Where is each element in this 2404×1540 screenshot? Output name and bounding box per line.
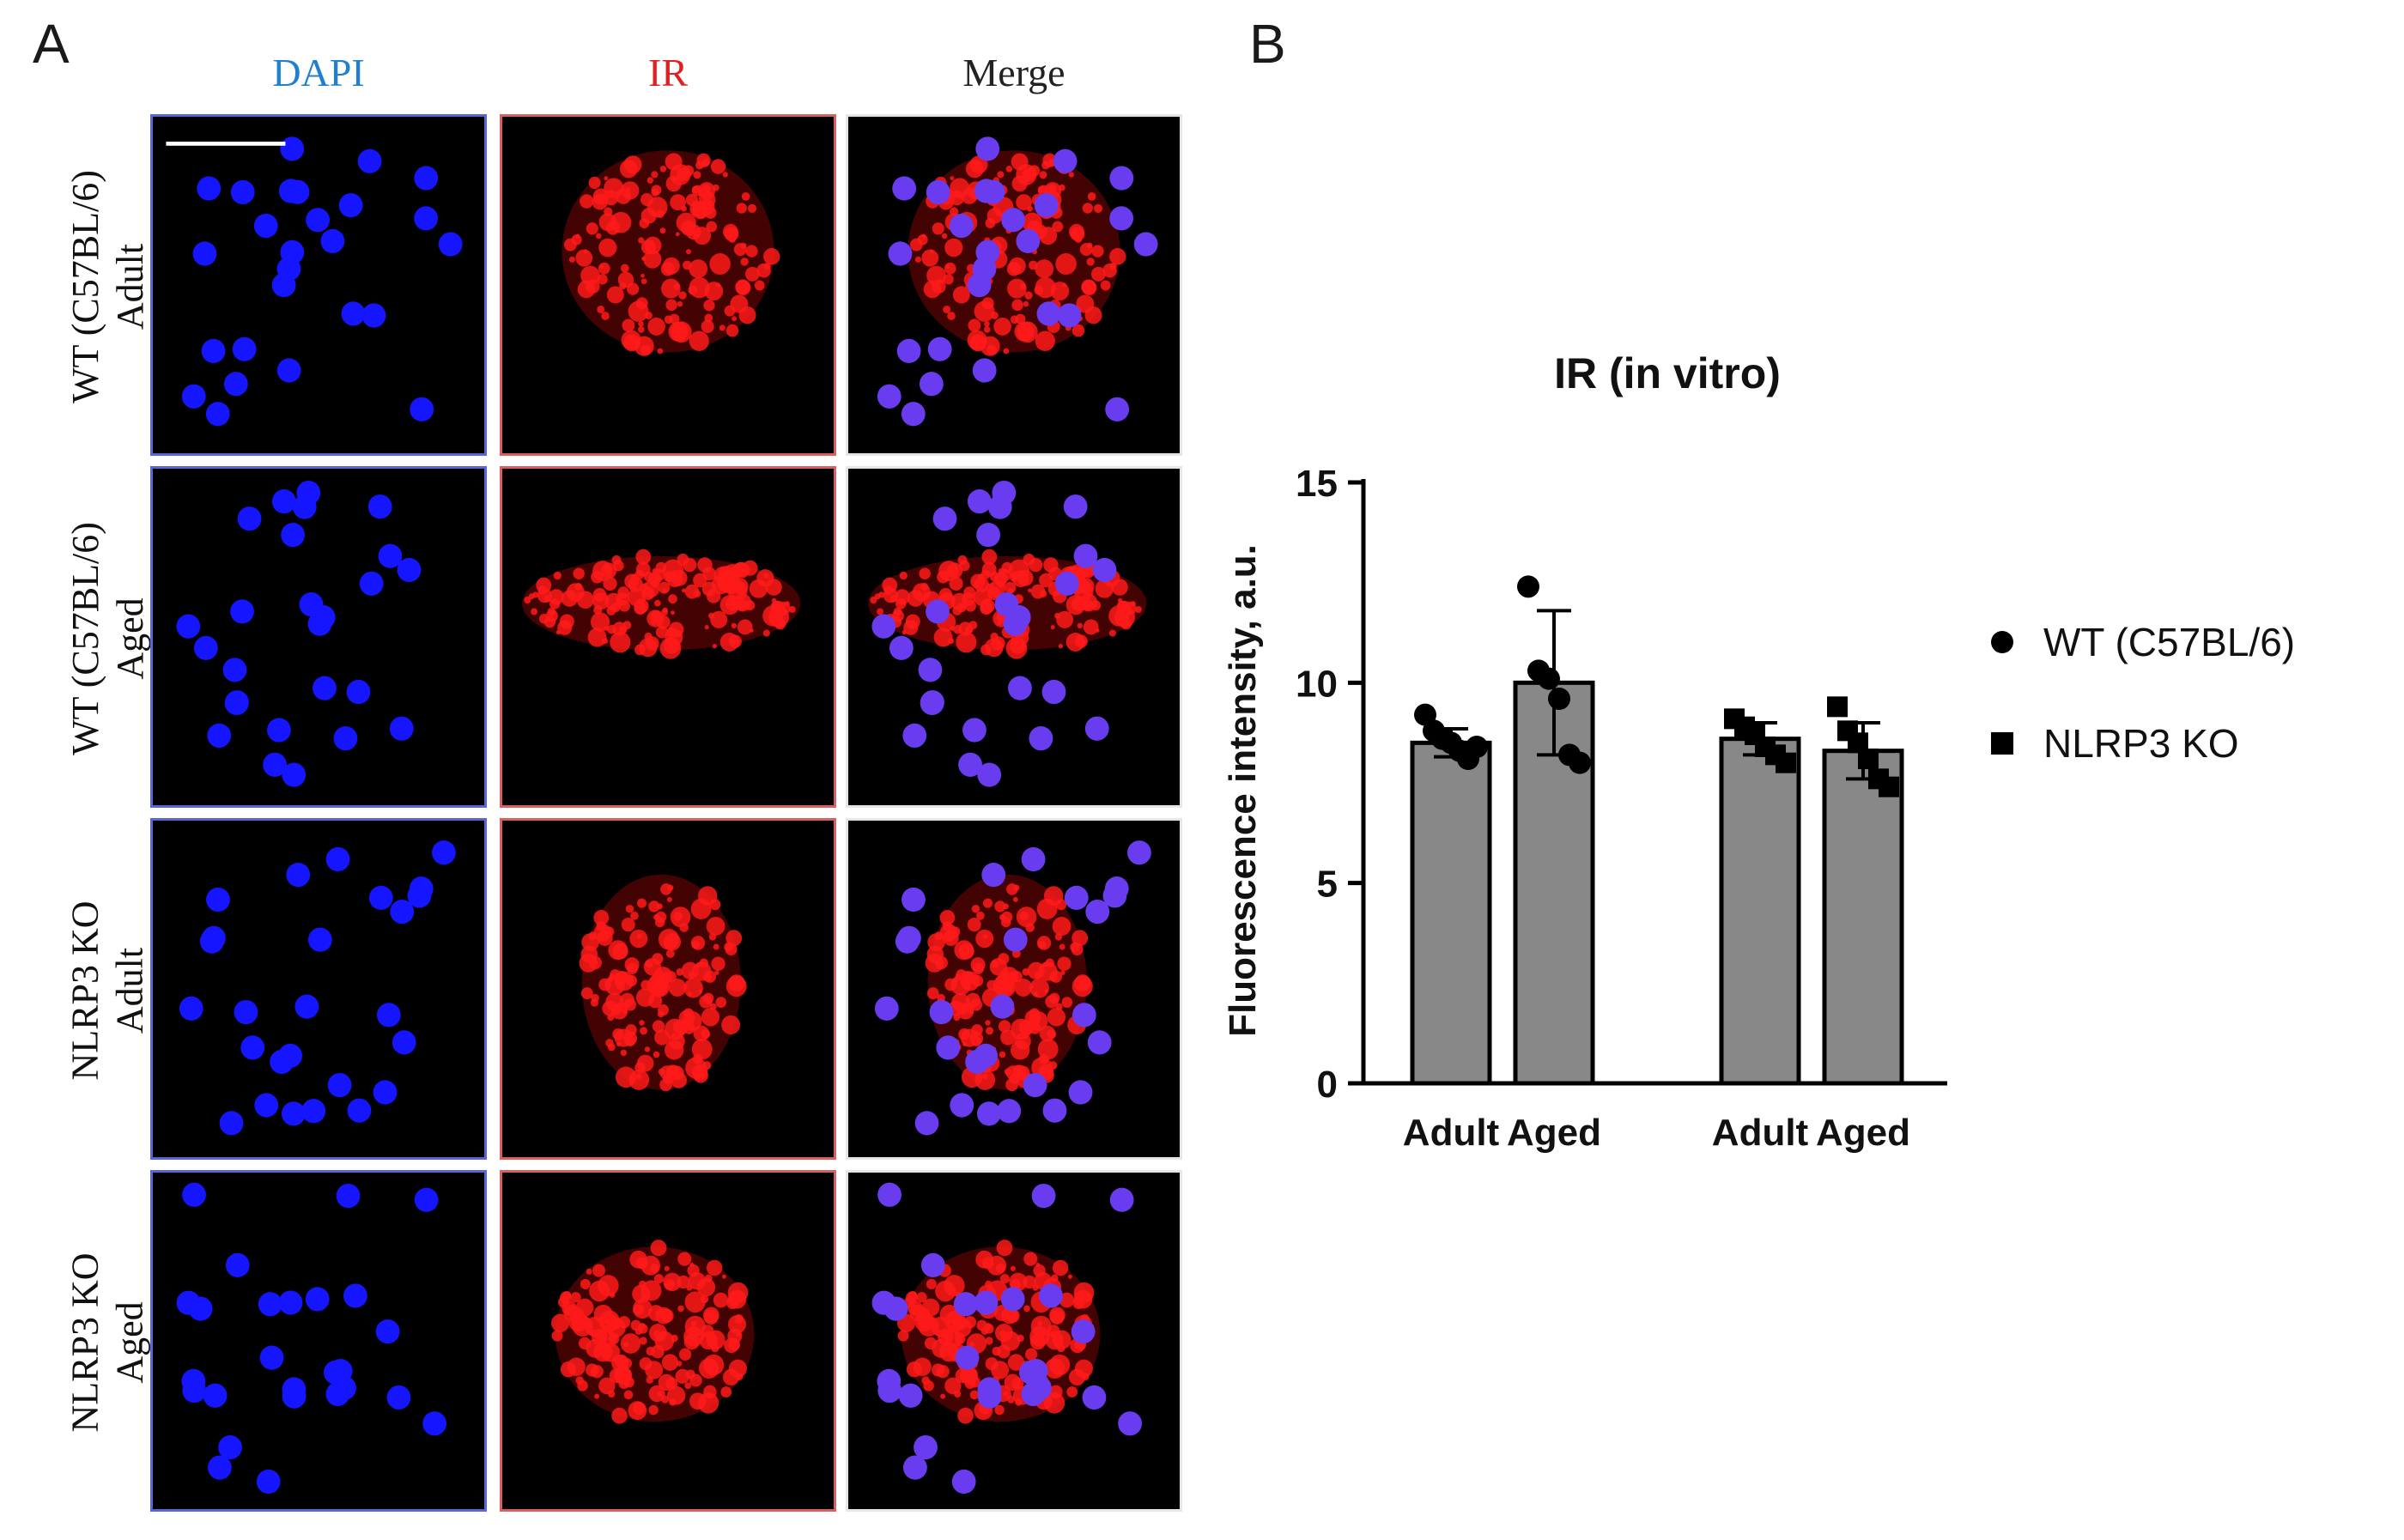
micrograph-ir-row2 [500, 466, 836, 808]
error-bar [1846, 721, 1880, 781]
data-point [1517, 575, 1539, 598]
chart-title: IR (in vitro) [1554, 349, 1781, 397]
micrograph-merge-row2 [846, 466, 1182, 808]
data-point [1776, 752, 1796, 773]
bar [1719, 737, 1801, 1086]
micrograph-merge-row1 [846, 114, 1182, 456]
x-tick-label: Adult [1712, 1112, 1809, 1154]
legend-marker [1991, 631, 2013, 653]
row-label-line1: WT (C57BL/6) [64, 170, 106, 403]
row-label-line1: NLRP3 KO [64, 1252, 106, 1433]
row-label-line2: Aged [109, 1301, 151, 1384]
chart-bars [1410, 680, 1904, 1086]
data-point [1879, 776, 1899, 797]
micrograph-dapi-row3 [150, 818, 487, 1160]
chart-error-bars [1434, 609, 1880, 781]
legend-entry: NLRP3 KO [1991, 721, 2239, 766]
row-label-line1: NLRP3 KO [64, 900, 106, 1081]
row-label-line2: Adult [109, 947, 151, 1034]
data-point [1858, 749, 1879, 769]
y-tick-label: 10 [1296, 663, 1338, 705]
legend-label: NLRP3 KO [2043, 721, 2239, 766]
data-point [1466, 736, 1488, 758]
row-label-line2: Aged [109, 597, 151, 680]
chart-legend: WT (C57BL/6) NLRP3 KO [1991, 620, 2295, 766]
bar-chart: IR (in vitro) Fluorescence intensity, a.… [1222, 349, 2295, 1154]
data-point [1827, 696, 1848, 718]
x-tick-label: Aged [1816, 1112, 1910, 1154]
micrograph-ir-row1 [500, 114, 836, 456]
x-tick-label: Adult [1403, 1112, 1500, 1154]
column-header-ir: IR [648, 51, 688, 94]
micrograph-dapi-row2 [150, 466, 487, 808]
error-bar [1434, 727, 1468, 759]
y-tick-label: 5 [1317, 864, 1338, 906]
bar [1410, 740, 1492, 1086]
y-tick-label: 15 [1296, 463, 1338, 505]
y-axis-label: Fluorescence intensity, a.u. [1222, 544, 1264, 1037]
data-point [1538, 667, 1560, 690]
error-bar [1743, 721, 1777, 757]
error-bar [1537, 609, 1571, 757]
row-label-line1: WT (C57BL/6) [64, 522, 106, 755]
legend-marker [1991, 732, 2013, 755]
row-label-line2: Adult [109, 243, 151, 330]
panel-a-letter: A [33, 13, 70, 75]
micrograph-dapi-row4 [150, 1170, 487, 1512]
column-header-merge: Merge [962, 51, 1065, 94]
x-tick-labels: Adult Aged Adult Aged [1403, 1112, 1910, 1154]
micrograph-merge-row3 [846, 818, 1182, 1160]
panel-b-letter: B [1249, 13, 1286, 75]
bar [1822, 749, 1904, 1086]
data-point [1548, 688, 1570, 710]
legend-label: WT (C57BL/6) [2043, 620, 2295, 664]
y-tick-label: 0 [1317, 1064, 1338, 1106]
data-point [1569, 751, 1591, 774]
x-tick-label: Aged [1507, 1112, 1601, 1154]
column-header-dapi: DAPI [272, 51, 365, 94]
legend-entry: WT (C57BL/6) [1991, 620, 2295, 664]
micrograph-dapi-row1 [150, 114, 487, 456]
micrograph-ir-row4 [500, 1170, 836, 1512]
micrograph-ir-row3 [500, 818, 836, 1160]
micrograph-merge-row4 [846, 1170, 1182, 1512]
